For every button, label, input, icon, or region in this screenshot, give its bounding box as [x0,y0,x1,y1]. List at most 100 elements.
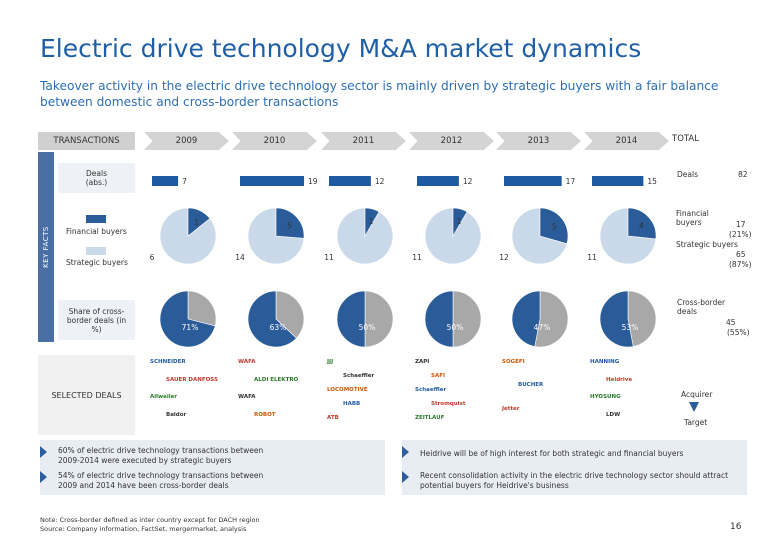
deals-bar-0 [152,176,179,186]
page-subtitle: Takeover activity in the electric drive … [40,79,719,109]
findings-right-panel [402,440,747,495]
deal-logos-2010: WAFA ALDI ELEKTRO WAFA ROBOT [236,357,308,433]
strategic-value-4: 12 [499,253,509,262]
total-financial-value: 17 [736,220,746,229]
financial-value-4: 5 [552,223,557,232]
deal-logo: LOCOMOTIVE [327,387,368,393]
deal-logo: ROBOT [254,411,276,418]
cross-border-value-1: 63% [270,323,287,332]
finding-bullet-3 [402,446,409,458]
financial-slice-3 [452,207,468,238]
domestic-slice-5 [627,290,657,347]
deal-logo: Baldor [166,411,187,418]
year-header-2013: 2013 [496,132,581,150]
deal-logo: Schaeffler [343,373,375,379]
year-header-2010: 2010 [232,132,317,150]
deal-logo: Stromquist [431,401,466,407]
deal-logo: SCHNEIDER [150,359,186,365]
transactions-header: TRANSACTIONS [38,132,135,150]
deals-bar-1 [240,176,304,186]
domestic-slice-0 [187,290,217,327]
deals-value-3: 12 [463,177,473,186]
deals-bar-2 [329,176,371,186]
financial-value-1: 5 [287,222,292,231]
financial-value-5: 4 [639,222,644,231]
year-header-2012: 2012 [409,132,494,150]
total-financial-pct: (21%) [729,230,752,239]
strategic-value-3: 11 [412,253,422,262]
deals-label: Deals (abs.) [85,169,108,187]
deal-logo: ZAPI [415,359,430,365]
finding-bullet-2 [40,471,47,483]
deal-logo: Allweiler [150,394,178,400]
deals-bar-5 [592,176,644,186]
cross-border-slice-4 [511,290,541,347]
financial-slice-0 [187,207,211,237]
finding-2: 54% of electric drive technology transac… [58,471,264,490]
financial-legend-swatch [86,215,106,223]
strategic-value-0: 6 [150,253,155,262]
strategic-slice-4 [511,207,568,265]
domestic-slice-1 [275,290,305,339]
deal-logos-2009: SCHNEIDER SAUER DANFOSS Allweiler Baldor [148,357,220,433]
total-cross-label: Cross-border deals [677,298,726,316]
total-strategic-value: 65 [736,250,746,259]
deal-logo: ATB [327,415,339,421]
findings-left-panel [40,440,385,495]
financial-slice-2 [364,207,380,238]
deal-logo: HABB [343,401,361,407]
selected-deals-box: SELECTED DEALS [38,355,135,435]
note-line-2: Source: Company information, FactSet, me… [40,524,247,533]
share-label-box: Share of cross-border deals (in %) [58,300,135,340]
deal-logo: SAFI [431,373,446,379]
deal-logo: WAFA [238,359,256,365]
deal-logo: HYOSUNG [590,394,621,400]
strategic-value-2: 11 [324,253,334,262]
source-note: Note: Cross-border defined as inter coun… [40,516,260,533]
acquirer-target-arrow [689,402,699,412]
deals-value-0: 7 [182,177,187,186]
financial-value-3: 1 [457,217,462,226]
deals-value-4: 17 [566,177,576,186]
financial-value-0: 1 [194,218,199,227]
cross-border-value-3: 50% [447,323,464,332]
financial-slice-1 [275,207,305,239]
deal-logo: SOGEFI [502,359,525,365]
year-header-2014: 2014 [584,132,669,150]
total-cross-value: 45 [726,318,736,327]
deal-logo: WAFA [238,394,256,400]
deals-value-1: 19 [308,177,318,186]
deal-logos-2011: JJJ Schaeffler LOCOMOTIVE HABB ATB [325,357,397,433]
domestic-slice-3 [452,290,482,348]
target-label: Target [684,418,708,427]
cross-border-slice-0 [159,290,216,348]
cross-border-value-0: 71% [182,323,199,332]
cross-border-value-2: 50% [359,323,376,332]
cross-border-value-4: 47% [534,323,551,332]
strategic-legend-swatch [86,247,106,255]
deal-logo: BUCHER [518,382,544,389]
total-financial-label: Financial buyers [676,209,709,227]
deal-logo: HANNING [590,359,620,365]
deals-bar-4 [504,176,562,186]
strategic-value-5: 11 [587,253,597,262]
deals-value-5: 15 [647,177,657,186]
deal-logo: Heidrive [606,376,633,383]
total-header: TOTAL [672,134,699,144]
deals-value-2: 12 [375,177,385,186]
deal-logos-2013: SOGEFI BUCHER Jetter [500,357,572,433]
note-line-1: Note: Cross-border defined as inter coun… [40,516,260,524]
deal-logo: LDW [606,411,621,418]
financial-slice-5 [627,207,657,240]
finding-bullet-4 [402,471,409,483]
deal-logos-2012: ZAPI SAFI Schaeffler Stromquist ZEITLAUF [413,357,485,433]
finding-4: Recent consolidation activity in the ele… [420,471,729,490]
financial-label: Financial buyers [66,227,127,236]
total-cross-pct: (55%) [727,328,750,337]
total-deals-value: 82 [738,170,748,179]
page-number: 16 [730,522,742,532]
key-facts-sidebar [38,152,54,342]
deal-logo: ALDI ELEKTRO [254,376,299,383]
selected-deals-label: SELECTED DEALS [51,390,122,400]
